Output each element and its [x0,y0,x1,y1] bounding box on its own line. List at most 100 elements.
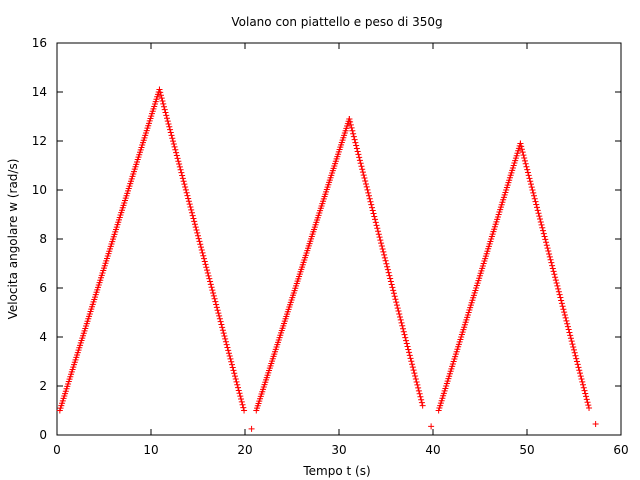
data-point [580,381,587,388]
data-point [518,146,525,153]
data-point [520,152,527,159]
data-point [365,192,372,199]
data-point [346,115,353,122]
data-point [402,334,409,341]
data-point [353,142,360,149]
data-point [578,375,585,382]
data-point [564,323,571,330]
data-point [531,195,538,202]
data-point [181,181,188,188]
data-point [543,242,550,249]
data-point [391,293,398,300]
data-point [365,189,372,196]
data-point [180,178,187,185]
data-point [351,136,358,143]
data-point [553,280,560,287]
data-point [350,133,357,140]
data-point [157,92,164,99]
data-point [392,296,399,303]
data-point [239,401,246,408]
data-point [527,178,534,185]
data-point [363,183,370,190]
data-point [235,387,242,394]
data-point [232,375,239,382]
data-point [533,201,540,208]
data-point [375,228,382,235]
data-point [355,151,362,158]
data-point [201,255,208,262]
data-point [414,381,421,388]
data-point [350,130,357,137]
data-point [198,244,205,251]
data-point [173,152,180,159]
data-point [210,290,217,297]
y-tick-label: 4 [39,330,47,344]
data-point [170,140,177,147]
data-point [225,350,232,357]
data-point [386,272,393,279]
data-point [187,204,194,211]
data-point [564,320,571,327]
x-axis: 0 10 20 30 40 50 60 [53,43,629,457]
data-point [517,140,524,147]
data-point [347,121,354,128]
data-point [408,358,415,365]
data-point [223,341,230,348]
data-point [559,303,566,310]
data-point [228,358,235,365]
data-point [164,118,171,125]
data-point [534,207,541,214]
data-point [348,124,355,131]
y-tick-label: 10 [32,183,47,197]
data-point [182,183,189,190]
data-point [204,269,211,276]
data-point [525,172,532,179]
data-point [211,295,218,302]
data-point [353,145,360,152]
data-point [179,172,186,179]
data-point [410,367,417,374]
data-point [212,298,219,305]
data-point [592,420,599,427]
data-point [403,340,410,347]
x-tick-label: 10 [143,443,158,457]
data-point [530,192,537,199]
data-point [532,198,539,205]
data-point [210,292,217,299]
y-tick-label: 6 [39,281,47,295]
data-point [235,384,242,391]
data-point [208,284,215,291]
data-point [358,163,365,170]
y-tick-label: 8 [39,232,47,246]
data-point [413,378,420,385]
data-point [216,315,223,322]
data-point [409,361,416,368]
data-point [248,425,255,432]
data-point [166,123,173,130]
data-point [224,344,231,351]
data-point [160,103,167,110]
x-tick-label: 0 [53,443,61,457]
data-point [418,399,425,406]
data-point [213,304,220,311]
y-tick-label: 12 [32,134,47,148]
data-point [580,384,587,391]
data-point [201,258,208,265]
data-point [191,221,198,228]
data-point [240,404,247,411]
data-point [218,321,225,328]
data-point [226,353,233,360]
data-point [369,204,376,211]
data-point [385,269,392,276]
data-point [190,215,197,222]
data-point [352,139,359,146]
data-point [241,407,248,414]
data-point [222,335,229,342]
data-point [172,146,179,153]
data-point [549,262,556,269]
data-point [570,343,577,350]
data-point [177,166,184,173]
data-point [558,300,565,307]
data-point [206,275,213,282]
